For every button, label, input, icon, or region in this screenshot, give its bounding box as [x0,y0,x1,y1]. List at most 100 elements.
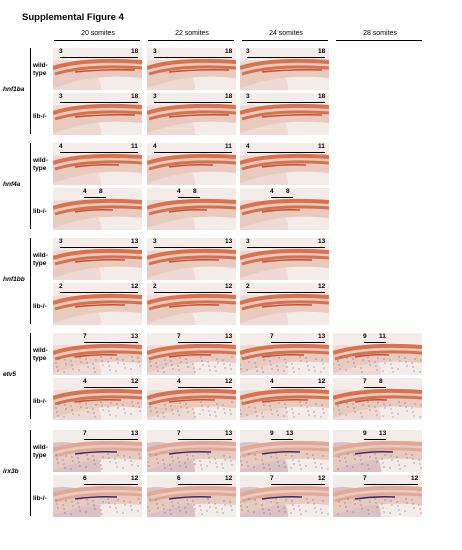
expression-domain-bar [154,57,232,58]
expression-domain-bar [271,484,325,485]
somite-start-label: 3 [153,238,157,245]
somite-end-label: 13 [131,333,139,340]
expression-domain-bar [60,57,138,58]
somite-start-label: 4 [177,188,181,195]
gene-label-etv5: etv5 [3,371,17,378]
row-label-lib: lib-/- [33,113,47,120]
embryo-panel: 9 11 [333,333,422,375]
stage-header-line [54,40,140,41]
embryo-panel: 3 18 [147,48,236,90]
expression-domain-bar [154,102,232,103]
embryo-panel: 3 18 [240,48,329,90]
somite-start-label: 7 [363,475,367,482]
embryo-panel: 3 18 [240,93,329,135]
row-label-lib: lib-/- [33,398,47,405]
somite-end-label: 13 [318,238,326,245]
somite-start-label: 7 [83,430,87,437]
somite-end-label: 13 [131,430,139,437]
somite-start-label: 9 [270,430,274,437]
somite-end-label: 12 [318,475,326,482]
somite-end-label: 11 [131,143,138,150]
expression-domain-bar [154,152,232,153]
somite-start-label: 7 [270,475,274,482]
embryo-panel: 9 13 [333,430,422,472]
somite-start-label: 4 [59,143,63,150]
expression-domain-bar [154,247,232,248]
embryo-panel: 3 18 [53,93,142,135]
somite-start-label: 4 [177,378,181,385]
embryo-panel: 7 13 [147,430,236,472]
embryo-panel: 4 12 [147,378,236,420]
somite-end-label: 8 [286,188,290,195]
stage-header-row: 20 somites 22 somites 24 somites 28 somi… [0,30,462,42]
somite-start-label: 3 [246,48,250,55]
expression-domain-bar [271,387,325,388]
somite-end-label: 13 [225,238,233,245]
expression-domain-bar [178,342,232,343]
somite-start-label: 7 [83,333,87,340]
embryo-panel: 7 13 [53,333,142,375]
somite-end-label: 18 [131,93,139,100]
embryo-panel: 4 12 [53,378,142,420]
gene-bracket [30,238,31,324]
expression-domain-bar [178,484,232,485]
somite-end-label: 11 [318,143,325,150]
somite-start-label: 7 [177,430,181,437]
embryo-panel: 4 11 [147,143,236,185]
somite-end-label: 18 [318,48,326,55]
gene-bracket [30,143,31,229]
embryo-panel: 7 13 [240,333,329,375]
embryo-panel: 3 13 [147,238,236,280]
stage-header-20: 20 somites [81,30,115,37]
somite-end-label: 12 [131,283,139,290]
somite-end-label: 12 [225,475,233,482]
somite-end-label: 12 [318,283,326,290]
embryo-panel: 7 13 [53,430,142,472]
gene-bracket [30,48,31,134]
somite-end-label: 18 [131,48,139,55]
expression-domain-bar [247,102,325,103]
somite-start-label: 4 [270,188,274,195]
gene-label-hnf4a: hnf4a [3,181,21,188]
stage-header-line [148,40,234,41]
somite-end-label: 13 [131,238,139,245]
expression-domain-bar [84,342,138,343]
gene-label-irx3b: irx3b [3,468,19,475]
row-label-lib: lib-/- [33,208,47,215]
row-label-lib: lib-/- [33,303,47,310]
expression-domain-bar [178,387,232,388]
embryo-panel: 2 12 [53,283,142,325]
embryo-panel: 4 11 [240,143,329,185]
somite-end-label: 8 [99,188,103,195]
embryo-panel: 3 18 [53,48,142,90]
somite-start-label: 4 [83,378,87,385]
expression-domain-bar [247,247,325,248]
expression-domain-bar [60,102,138,103]
expression-domain-bar [364,484,418,485]
stage-header-line [336,40,422,41]
somite-start-label: 4 [270,378,274,385]
row-label-wildtype: wild- type [33,62,48,77]
somite-end-label: 18 [225,48,233,55]
stage-header-24: 24 somites [269,30,303,37]
expression-domain-bar [247,57,325,58]
row-label-lib: lib-/- [33,495,47,502]
embryo-panel: 7 13 [147,333,236,375]
somite-end-label: 11 [379,333,386,340]
gene-label-hnf1bb: hnf1bb [3,276,25,283]
somite-start-label: 3 [59,48,63,55]
somite-start-label: 7 [177,333,181,340]
somite-end-label: 18 [318,93,326,100]
somite-end-label: 12 [225,283,233,290]
gene-bracket [30,333,31,419]
somite-end-label: 13 [286,430,294,437]
somite-end-label: 13 [379,430,387,437]
somite-start-label: 2 [246,283,250,290]
embryo-panel: 2 12 [240,283,329,325]
embryo-panel: 2 12 [147,283,236,325]
embryo-panel: 6 12 [53,475,142,517]
